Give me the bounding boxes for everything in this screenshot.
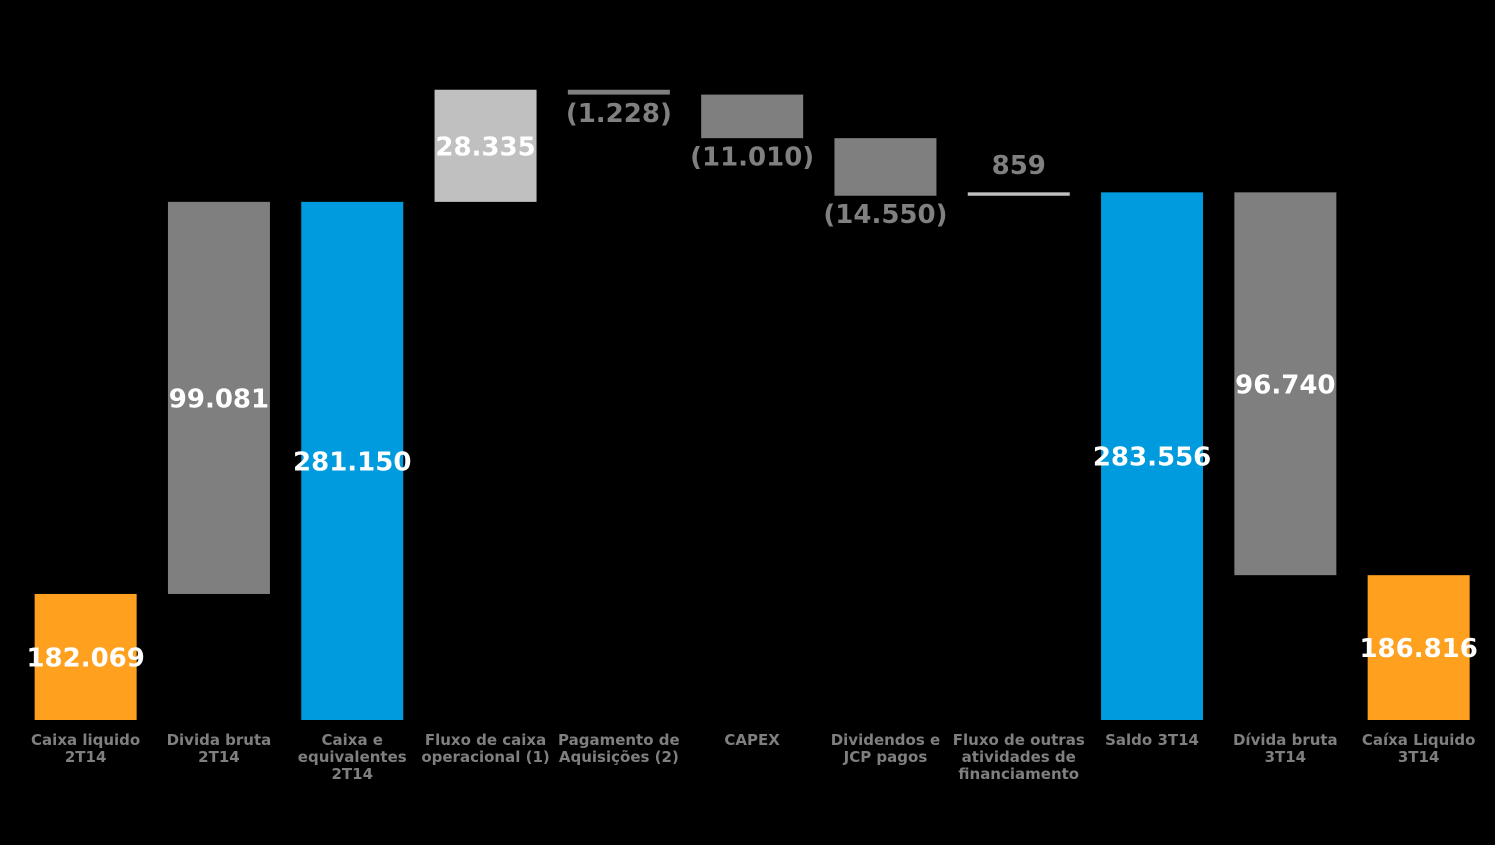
- value-label: 283.556: [1093, 443, 1211, 473]
- bar: [434, 89, 537, 202]
- value-label: 281.150: [293, 447, 411, 477]
- value-label: (14.550): [823, 200, 947, 230]
- category-label: Fluxo de outras atividades de financiame…: [952, 731, 1085, 783]
- category-label: Dividendos e JCP pagos: [830, 731, 941, 766]
- bar: [34, 593, 137, 720]
- bar: [967, 192, 1070, 196]
- value-label: 99.081: [169, 384, 269, 414]
- bar: [167, 201, 270, 594]
- value-label: 182.069: [26, 643, 144, 673]
- category-label: Caixa liquido 2T14: [31, 731, 141, 766]
- value-label: 28.335: [435, 132, 535, 162]
- category-label: Fluxo de caixa operacional (1): [421, 731, 550, 766]
- bar: [1101, 192, 1204, 720]
- category-label: Caixa e equivalentes 2T14: [297, 731, 407, 783]
- category-label: CAPEX: [724, 731, 780, 749]
- value-label: (11.010): [690, 143, 814, 173]
- bar: [1234, 192, 1337, 576]
- category-label: Dívida bruta 3T14: [1232, 731, 1338, 766]
- bar: [1367, 575, 1470, 720]
- value-label: 859: [992, 151, 1046, 181]
- category-label: Caíxa Liquido 3T14: [1361, 731, 1476, 766]
- category-label: Divida bruta 2T14: [166, 731, 272, 766]
- value-label: (1.228): [566, 99, 672, 129]
- value-label: 186.816: [1359, 634, 1477, 664]
- bar: [301, 201, 404, 721]
- category-label: Saldo 3T14: [1105, 731, 1199, 749]
- bar: [567, 89, 670, 95]
- bar: [834, 138, 937, 196]
- bar: [701, 94, 804, 139]
- category-label: Pagamento de Aquisições (2): [558, 731, 680, 766]
- value-label: 96.740: [1235, 370, 1335, 400]
